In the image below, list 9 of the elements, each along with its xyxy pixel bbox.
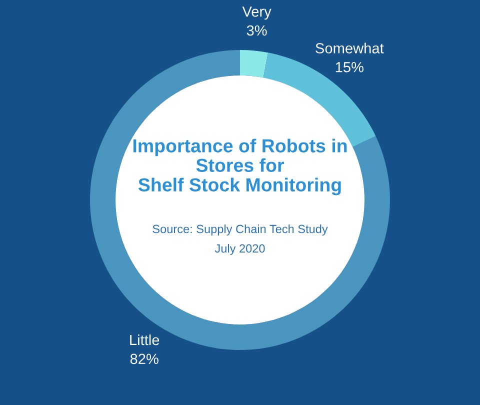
text: Importance of Robots in Stores for Shelf Stock Monitoring	[133, 138, 347, 196]
slice-label: Somewhat	[316, 42, 384, 54]
slice-label: Very	[242, 6, 272, 20]
source-note: Source: Supply Chain Tech Study	[152, 224, 328, 236]
data-label: 15%	[336, 62, 364, 72]
slice-label: Little	[130, 334, 160, 346]
text: July 2020	[214, 244, 265, 255]
data-label: 82%	[130, 354, 158, 364]
data-label: 3%	[246, 25, 267, 36]
